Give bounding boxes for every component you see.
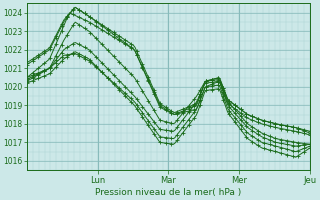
X-axis label: Pression niveau de la mer( hPa ): Pression niveau de la mer( hPa ) xyxy=(95,188,242,197)
